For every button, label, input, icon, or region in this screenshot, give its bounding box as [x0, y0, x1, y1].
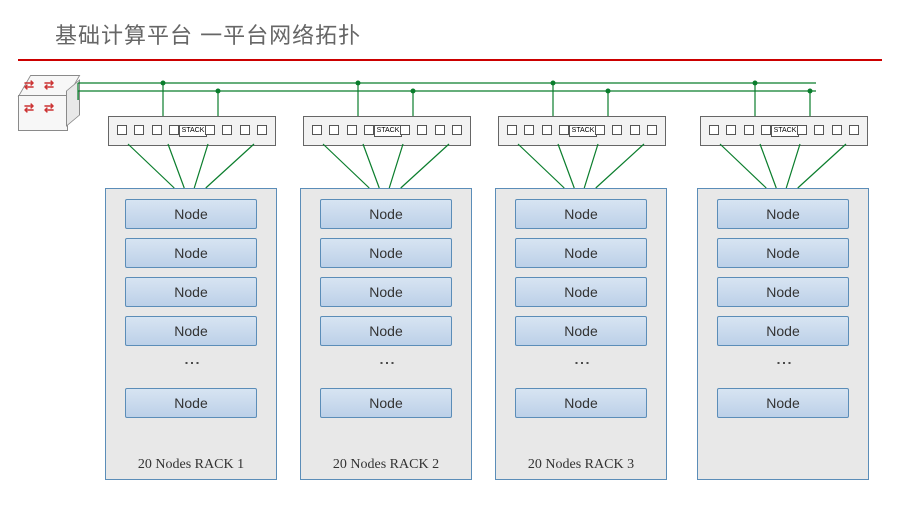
- ellipsis-icon: ⋮: [778, 355, 788, 379]
- router-arrow-icon: ⇄: [44, 101, 54, 115]
- rack-node: Node: [515, 199, 647, 229]
- rack-node: Node: [717, 199, 849, 229]
- rack-label: 20 Nodes RACK 2: [301, 457, 471, 473]
- stack-switch-4: STACK: [700, 116, 868, 146]
- rack-label: 20 Nodes RACK 1: [106, 457, 276, 473]
- rack-node: Node: [125, 238, 257, 268]
- rack-node: Node: [717, 238, 849, 268]
- rack-node: Node: [320, 388, 452, 418]
- page-title: 基础计算平台 一平台网络拓扑: [55, 18, 361, 50]
- rack-4: Node Node Node Node ⋮ Node: [697, 188, 869, 480]
- rack-node: Node: [125, 316, 257, 346]
- rack-node: Node: [717, 388, 849, 418]
- stack-switch-3: STACK: [498, 116, 666, 146]
- rack-node: Node: [320, 316, 452, 346]
- rack-2: Node Node Node Node ⋮ Node 20 Nodes RACK 2: [300, 188, 472, 480]
- title-divider: [18, 59, 882, 61]
- rack-node: Node: [320, 277, 452, 307]
- rack-label: 20 Nodes RACK 3: [496, 457, 666, 473]
- rack-node: Node: [320, 238, 452, 268]
- router-arrow-icon: ⇄: [44, 78, 54, 92]
- core-router: ⇄ ⇄ ⇄ ⇄: [18, 75, 78, 133]
- rack-node: Node: [125, 277, 257, 307]
- rack-node: Node: [717, 277, 849, 307]
- rack-node: Node: [515, 388, 647, 418]
- rack-1: Node Node Node Node ⋮ Node 20 Nodes RACK 1: [105, 188, 277, 480]
- ellipsis-icon: ⋮: [186, 355, 196, 379]
- rack-node: Node: [125, 199, 257, 229]
- rack-node: Node: [125, 388, 257, 418]
- stack-switch-2: STACK: [303, 116, 471, 146]
- rack-node: Node: [717, 316, 849, 346]
- rack-node: Node: [320, 199, 452, 229]
- rack-node: Node: [515, 277, 647, 307]
- router-arrow-icon: ⇄: [24, 78, 34, 92]
- rack-node: Node: [515, 316, 647, 346]
- ellipsis-icon: ⋮: [576, 355, 586, 379]
- stack-switch-1: STACK: [108, 116, 276, 146]
- router-arrow-icon: ⇄: [24, 101, 34, 115]
- rack-3: Node Node Node Node ⋮ Node 20 Nodes RACK 3: [495, 188, 667, 480]
- ellipsis-icon: ⋮: [381, 355, 391, 379]
- rack-node: Node: [515, 238, 647, 268]
